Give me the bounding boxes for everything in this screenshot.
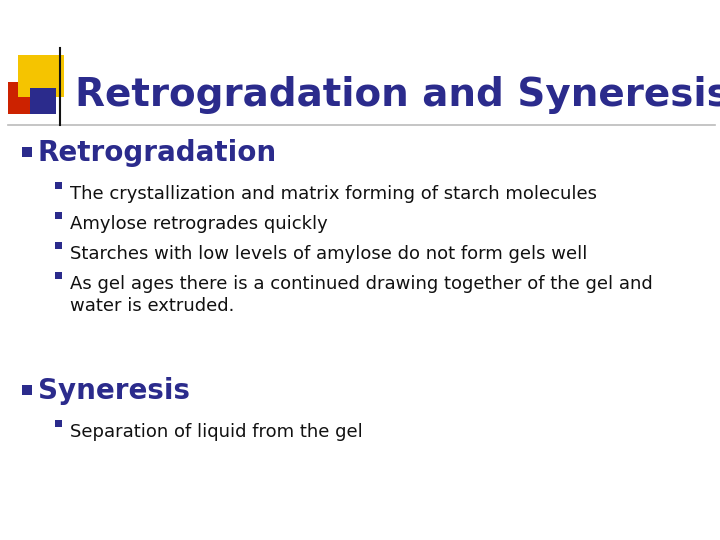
- Bar: [18, 55, 64, 97]
- Text: Separation of liquid from the gel: Separation of liquid from the gel: [70, 423, 363, 441]
- Bar: [55, 242, 62, 249]
- Bar: [22, 385, 32, 395]
- Bar: [22, 147, 32, 157]
- Text: Retrogradation and Syneresis: Retrogradation and Syneresis: [75, 76, 720, 114]
- Text: Starches with low levels of amylose do not form gels well: Starches with low levels of amylose do n…: [70, 245, 588, 263]
- Text: As gel ages there is a continued drawing together of the gel and
water is extrud: As gel ages there is a continued drawing…: [70, 275, 653, 315]
- Bar: [55, 420, 62, 427]
- Text: Retrogradation: Retrogradation: [38, 139, 277, 167]
- Text: Amylose retrogrades quickly: Amylose retrogrades quickly: [70, 215, 328, 233]
- Bar: [55, 212, 62, 219]
- Text: The crystallization and matrix forming of starch molecules: The crystallization and matrix forming o…: [70, 185, 597, 203]
- Bar: [30, 88, 56, 114]
- Bar: [8, 82, 46, 114]
- Text: Syneresis: Syneresis: [38, 377, 190, 405]
- Bar: [55, 272, 62, 279]
- Bar: [55, 182, 62, 189]
